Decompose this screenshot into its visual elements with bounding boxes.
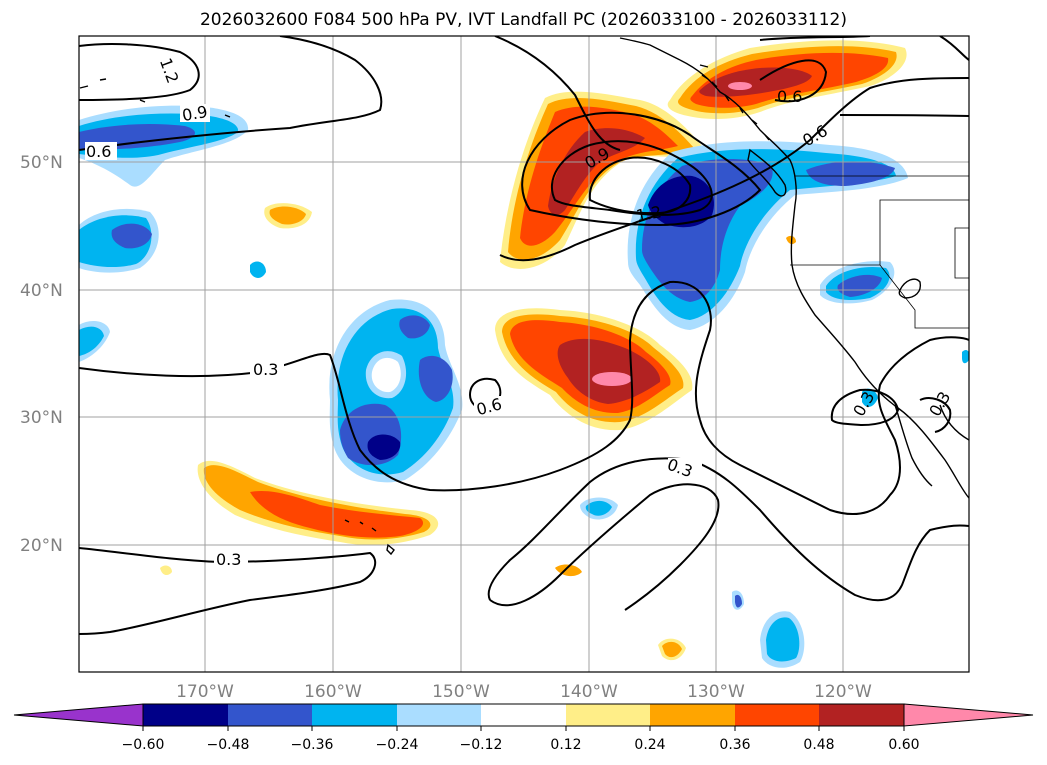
lon-label: 160°W [304, 682, 362, 702]
lat-label: 40°N [20, 281, 63, 301]
small-anomalies-east [580, 235, 969, 668]
colorbar-swatch [228, 704, 312, 726]
colorbar-tick-label: −0.36 [291, 737, 334, 753]
map-title: 2026032600 F084 500 hPa PV, IVT Landfall… [199, 10, 847, 30]
longitude-labels: 170°W 160°W 150°W 140°W 130°W 120°W [176, 682, 872, 702]
colorbar-swatch [650, 704, 735, 726]
colorbar-tick-label: −0.48 [207, 737, 250, 753]
positive-anomaly-hawaii-band [160, 203, 582, 577]
colorbar-swatch [312, 704, 397, 726]
map-plot-area: 1.2 0.9 0.6 0.9 1.2 0.6 0.6 0.3 0.6 0.3 … [79, 36, 969, 672]
lon-label: 130°W [687, 682, 745, 702]
lat-label: 20°N [20, 536, 63, 556]
contour-label: 0.3 [253, 360, 278, 379]
colorbar-tick-label: 0.36 [719, 737, 750, 753]
lon-label: 150°W [432, 682, 490, 702]
negative-anomaly-west-pacific [79, 208, 266, 362]
contour-label: 0.9 [181, 102, 209, 125]
lat-label: 50°N [20, 153, 63, 173]
colorbar-swatch [819, 704, 904, 726]
colorbar-tick-label: −0.24 [376, 737, 419, 753]
colorbar-extend-low [13, 703, 144, 727]
lon-label: 120°W [814, 682, 872, 702]
positive-anomaly-subtropical [495, 308, 693, 431]
borders [790, 175, 969, 329]
contour-label: 1.2 [635, 202, 663, 225]
colorbar-tick-label: 0.48 [803, 737, 834, 753]
colorbar-tick-label: 0.60 [888, 737, 919, 753]
lon-label: 170°W [176, 682, 234, 702]
colorbar-tick-label: 0.12 [550, 737, 581, 753]
contour-label-group: 1.2 0.9 0.6 0.9 1.2 0.6 0.6 0.3 0.6 0.3 … [85, 55, 954, 569]
lon-label: 140°W [560, 682, 618, 702]
graticule [79, 36, 969, 672]
colorbar-swatch [566, 704, 650, 726]
colorbar-tick-label: −0.60 [122, 737, 165, 753]
colorbar-swatch [481, 704, 566, 726]
colorbar-swatch [397, 704, 481, 726]
negative-anomaly-aleutians [79, 105, 249, 187]
contour-label: 0.3 [216, 550, 241, 569]
positive-anomaly-gulf-of-alaska [500, 91, 705, 269]
lat-label: 30°N [20, 408, 63, 428]
map-frame [78, 35, 970, 673]
contour-label: 0.6 [777, 87, 802, 106]
latitude-labels: 50°N 40°N 30°N 20°N [20, 153, 63, 556]
contour-label: 0.6 [86, 142, 111, 161]
colorbar-tick-label: 0.24 [634, 737, 665, 753]
colorbar-swatch [143, 704, 228, 726]
colorbar-tick-label: −0.12 [460, 737, 503, 753]
colorbar-swatch [735, 704, 819, 726]
colorbar-extend-high [903, 703, 1034, 727]
negative-anomaly-central-pacific [329, 299, 463, 483]
colorbar: −0.60 −0.48 −0.36 −0.24 −0.12 0.12 0.24 … [13, 703, 1034, 753]
